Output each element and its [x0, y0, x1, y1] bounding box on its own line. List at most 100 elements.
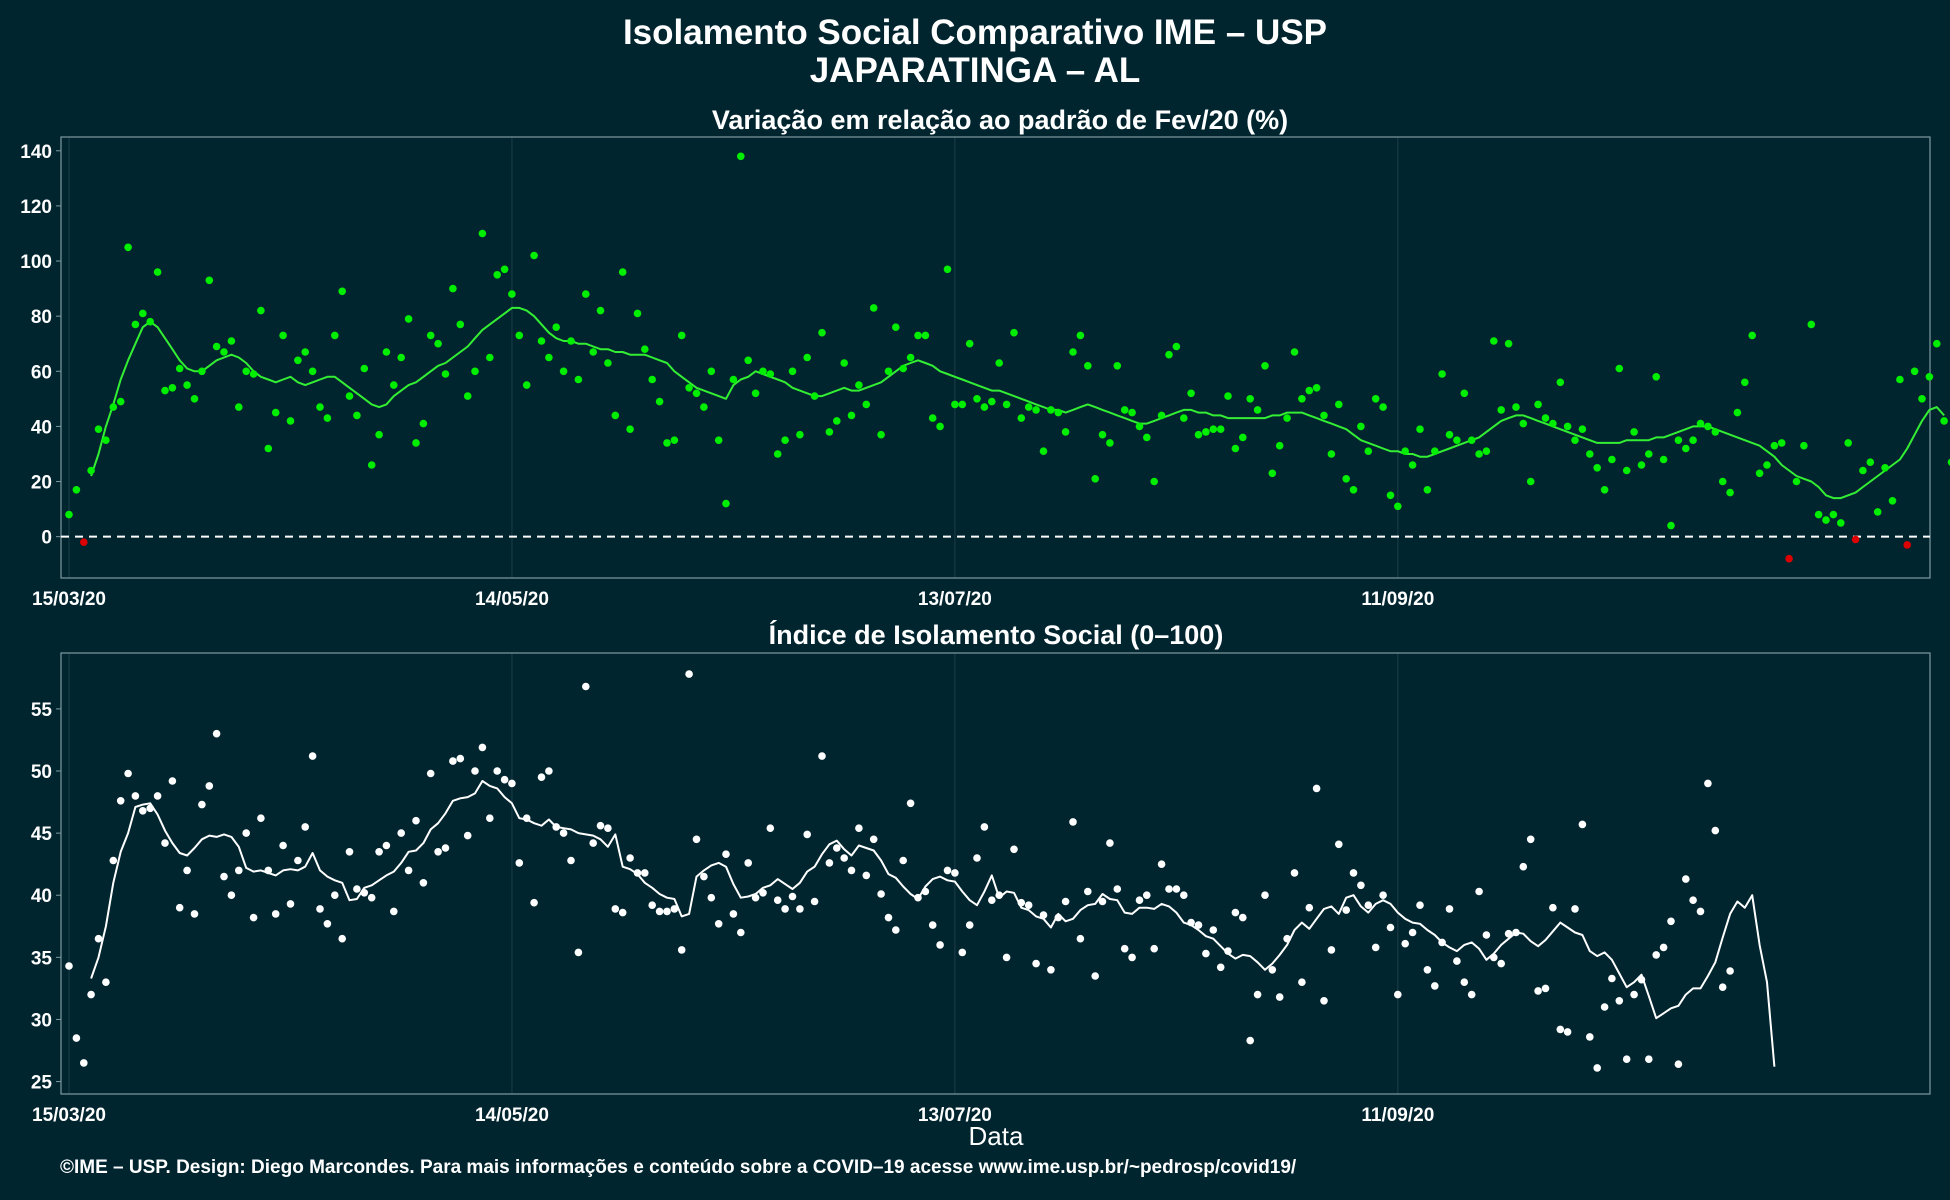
- data-point: [936, 422, 944, 431]
- data-point: [515, 331, 524, 340]
- data-point: [840, 359, 848, 367]
- data-point: [958, 948, 967, 957]
- data-point: [958, 400, 967, 409]
- data-point: [1600, 486, 1609, 494]
- data-point: [928, 921, 937, 929]
- data-point: [242, 829, 250, 837]
- data-point: [1394, 990, 1402, 999]
- data-point: [471, 367, 479, 376]
- data-point: [102, 436, 110, 445]
- data-point: [1349, 486, 1358, 494]
- data-point: [589, 839, 597, 847]
- data-point: [1143, 891, 1151, 899]
- data-point: [773, 450, 782, 458]
- data-point: [1534, 987, 1542, 995]
- data-point: [1822, 516, 1830, 524]
- data-point: [1298, 395, 1306, 403]
- y-tick-label: 140: [20, 142, 52, 163]
- y-tick-label: 20: [31, 473, 52, 494]
- data-point: [1460, 389, 1469, 398]
- data-point: [1128, 408, 1136, 417]
- data-point: [1061, 428, 1070, 436]
- data-point: [1364, 901, 1373, 909]
- data-point: [1851, 535, 1860, 544]
- data-point: [1312, 784, 1321, 793]
- data-point: [1024, 403, 1033, 411]
- data-point: [1726, 488, 1734, 497]
- data-point: [655, 397, 664, 406]
- data-point: [1091, 972, 1099, 980]
- top-panel-frame: [60, 136, 1931, 579]
- data-point: [914, 893, 922, 902]
- data-point: [943, 866, 952, 875]
- data-point: [641, 345, 649, 354]
- data-point: [559, 367, 568, 376]
- data-point: [426, 769, 435, 778]
- y-tick-label: 120: [20, 197, 52, 218]
- data-point: [1519, 419, 1528, 428]
- data-point: [1386, 491, 1395, 500]
- data-point: [1888, 497, 1897, 505]
- data-point: [714, 920, 723, 928]
- data-point: [833, 844, 841, 852]
- data-point: [449, 284, 457, 293]
- data-point: [493, 767, 502, 775]
- data-point: [1896, 375, 1904, 384]
- data-point: [87, 990, 95, 999]
- data-point: [618, 908, 627, 917]
- data-point: [1268, 469, 1277, 478]
- data-point: [862, 871, 871, 880]
- data-point: [1682, 444, 1690, 453]
- data-point: [1512, 928, 1520, 937]
- data-point: [1571, 436, 1579, 445]
- data-point: [198, 367, 206, 376]
- data-point: [1335, 400, 1343, 409]
- data-point: [1224, 392, 1232, 400]
- series-line: [90, 306, 1945, 500]
- data-point: [94, 425, 103, 434]
- data-point: [331, 891, 339, 899]
- data-point: [183, 381, 191, 389]
- data-point: [722, 499, 730, 508]
- data-point: [80, 538, 88, 546]
- data-point: [1903, 541, 1911, 549]
- data-point: [102, 978, 110, 986]
- data-point: [1394, 502, 1402, 511]
- data-point: [1202, 949, 1210, 958]
- data-point: [1231, 444, 1240, 453]
- data-point: [936, 941, 944, 949]
- data-point: [72, 486, 81, 494]
- data-point: [552, 823, 560, 831]
- data-point: [1792, 477, 1801, 486]
- data-point: [604, 359, 612, 367]
- data-point: [286, 417, 295, 425]
- data-point: [1091, 475, 1099, 483]
- data-point: [825, 428, 834, 436]
- data-point: [345, 392, 354, 400]
- data-point: [1645, 450, 1653, 458]
- data-point: [737, 152, 745, 161]
- data-point: [611, 905, 620, 913]
- data-point: [1770, 441, 1779, 450]
- data-point: [308, 752, 317, 760]
- data-point: [1423, 966, 1432, 974]
- data-point: [1076, 331, 1085, 340]
- data-point: [921, 331, 930, 340]
- data-point: [530, 898, 538, 907]
- data-point: [109, 403, 118, 411]
- data-point: [1032, 959, 1040, 968]
- data-point: [434, 339, 442, 348]
- data-point: [522, 381, 531, 389]
- data-point: [1106, 439, 1114, 447]
- data-point: [456, 754, 465, 763]
- y-tick-label: 60: [31, 362, 52, 383]
- data-point: [1002, 953, 1011, 962]
- data-point: [692, 835, 701, 844]
- data-point: [1467, 990, 1476, 999]
- data-point: [382, 841, 391, 850]
- data-point: [796, 430, 804, 439]
- bottom-y-axis: 25 30 35 40 45 50 55: [31, 700, 61, 1094]
- data-point: [552, 323, 560, 332]
- data-point: [995, 359, 1003, 367]
- data-point: [1298, 978, 1306, 986]
